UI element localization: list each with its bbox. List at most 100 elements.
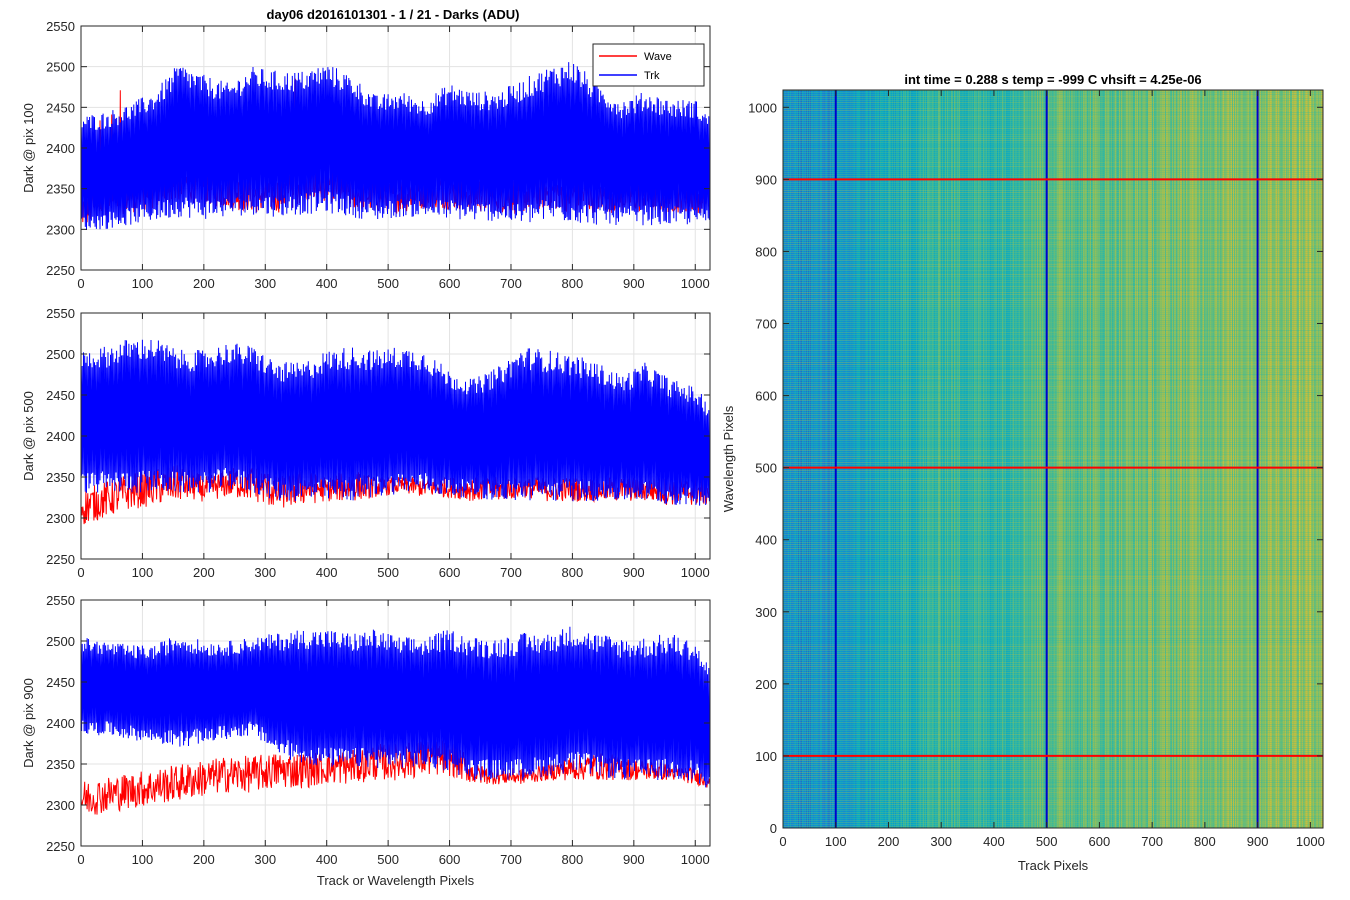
heatmap-column [811,90,813,828]
y-tick-label: 2300 [46,798,75,813]
heatmap-column [908,90,910,828]
y-tick-label: 500 [755,461,777,476]
heatmap-column [1304,90,1306,828]
heatmap-row [783,246,1323,247]
heatmap-column [816,90,818,828]
heatmap-column [1015,90,1017,828]
heatmap-row [783,514,1323,515]
heatmap-column [1027,90,1029,828]
heatmap-row [783,700,1323,701]
heatmap-column [1261,90,1263,828]
heatmap-row [783,194,1323,195]
heatmap-row [783,808,1323,809]
heatmap-row [783,666,1323,667]
heatmap-column [896,90,898,828]
x-tick-label: 100 [132,565,154,580]
heatmap-column [1259,90,1261,828]
heatmap-row [783,176,1323,177]
heatmap-column [1128,90,1130,828]
heatmap-column [1254,90,1256,828]
heatmap-column [1216,90,1218,828]
heatmap-row [783,258,1323,259]
heatmap-column [1241,90,1243,828]
heatmap-column [943,90,945,828]
heatmap-column [915,90,917,828]
heatmap-row [783,608,1323,609]
heatmap-column [1205,90,1207,828]
heatmap-column [1071,90,1073,828]
heatmap-row [783,670,1323,671]
heatmap-column [879,90,881,828]
heatmap-column [792,90,794,828]
heatmap-column [916,90,918,828]
heatmap-row [783,508,1323,509]
x-tick-label: 800 [562,565,584,580]
heatmap-column [1286,90,1288,828]
heatmap-column [1152,90,1154,828]
heatmap-row [783,156,1323,157]
y-tick-label: 0 [770,821,777,836]
heatmap-row [783,482,1323,483]
heatmap-row [783,522,1323,523]
heatmap-column [1082,90,1084,828]
heatmap-column [1206,90,1208,828]
heatmap-column [1131,90,1133,828]
heatmap-row [783,472,1323,473]
heatmap-row [783,324,1323,325]
heatmap-column [1265,90,1267,828]
heatmap-column [865,90,867,828]
heatmap-column [1256,90,1258,828]
heatmap-row [783,524,1323,525]
heatmap-row [783,810,1323,811]
heatmap-row [783,498,1323,499]
heatmap-row [783,664,1323,665]
heatmap-column [1233,90,1235,828]
heatmap-row [783,706,1323,707]
heatmap-column [1279,90,1281,828]
heatmap-column [1289,90,1291,828]
heatmap-column [1255,90,1257,828]
heatmap-row [783,106,1323,107]
heatmap-column [1052,90,1054,828]
y-tick-label: 2500 [46,60,75,75]
heatmap-column [814,90,816,828]
heatmap-row [783,792,1323,793]
heatmap-column [1135,90,1137,828]
heatmap-row [783,520,1323,521]
heatmap-column [1293,90,1295,828]
heatmap-column [822,90,824,828]
heatmap-row [783,406,1323,407]
heatmap-row [783,636,1323,637]
heatmap-column [946,90,948,828]
heatmap-row [783,720,1323,721]
heatmap-column [871,90,873,828]
heatmap-column [1040,90,1042,828]
heatmap-row [783,744,1323,745]
heatmap-column [1231,90,1233,828]
heatmap-column [825,90,827,828]
heatmap-column [795,90,797,828]
heatmap-column [1299,90,1301,828]
heatmap-column [1285,90,1287,828]
heatmap-column [808,90,810,828]
heatmap-row [783,236,1323,237]
heatmap-column [1248,90,1250,828]
heatmap-row [783,244,1323,245]
heatmap-column [917,90,919,828]
heatmap-column [891,90,893,828]
heatmap-row [783,222,1323,223]
heatmap-row [783,128,1323,129]
heatmap-column [1240,90,1242,828]
line-panel-3: 2250 2300 2350 2400 2450 2500 2550 0 100 200 300 40… [21,593,711,888]
heatmap-column [1089,90,1091,828]
heatmap-row [783,562,1323,563]
heatmap-column [1013,90,1015,828]
heatmap-column [1102,90,1104,828]
heatmap-row [783,652,1323,653]
heatmap-column [939,90,941,828]
heatmap-column [1164,90,1166,828]
heatmap-column [949,90,951,828]
heatmap-row [783,190,1323,191]
heatmap-row [783,338,1323,339]
heatmap-row [783,492,1323,493]
